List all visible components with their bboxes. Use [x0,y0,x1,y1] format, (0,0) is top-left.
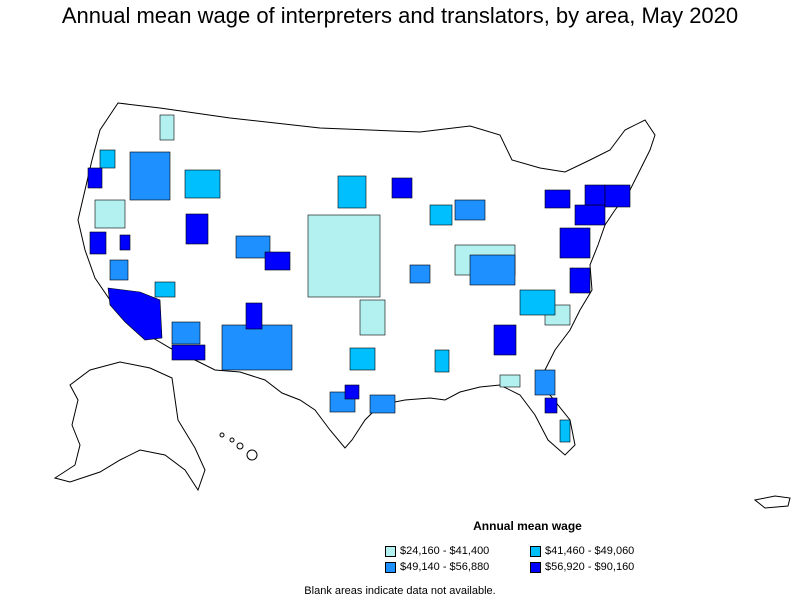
areas-41460-49060 [99,149,571,443]
legend-label: $56,920 - $90,160 [545,561,635,573]
legend-swatch [530,562,541,573]
puerto-rico-outline [753,495,791,509]
legend-title: Annual mean wage [473,519,582,533]
page-title: Annual mean wage of interpreters and tra… [61,3,739,28]
areas-49140-56880 [109,151,556,414]
legend-label: $24,160 - $41,400 [400,545,490,557]
areas-24160-41400 [94,114,571,388]
legend-item-49140-56880: $49,140 - $56,880 [385,561,530,574]
hawaii-islands [219,432,258,461]
alaska-outline [53,361,206,492]
areas-56920-90160 [87,167,631,414]
legend-swatch [385,562,396,573]
legend-label: $49,140 - $56,880 [400,561,490,573]
footnote: Blank areas indicate data not available. [304,585,496,597]
legend-item-56920-90160: $56,920 - $90,160 [530,561,670,574]
legend-label: $41,460 - $49,060 [545,545,635,557]
legend-swatch [385,546,396,557]
legend-item-41460-49060: $41,460 - $49,060 [530,545,670,558]
legend-swatch [530,546,541,557]
legend: Annual mean wage $24,160 - $41,400 $41,4… [385,518,670,574]
legend-item-24160-41400: $24,160 - $41,400 [385,545,530,558]
